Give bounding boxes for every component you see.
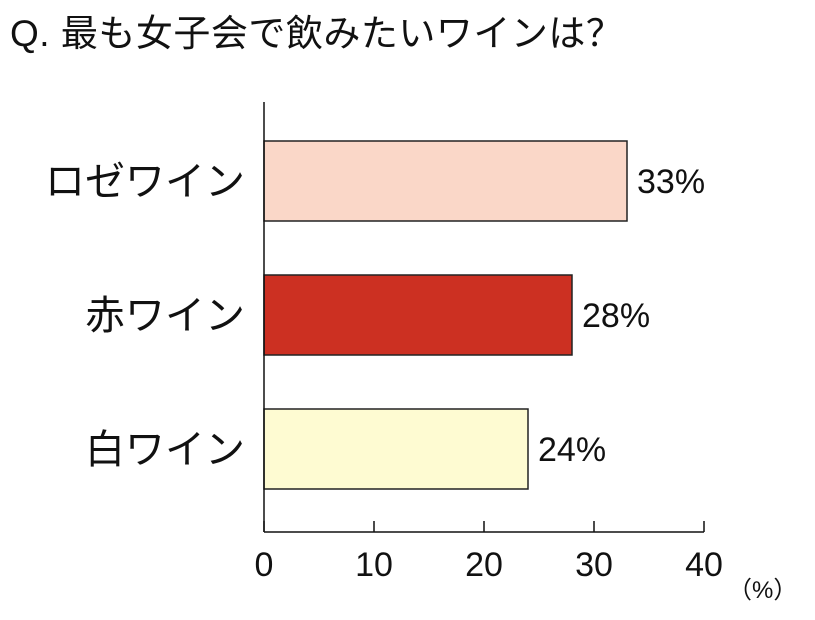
x-tick-label-20: 20: [465, 546, 503, 584]
value-label-2: 28%: [582, 297, 650, 335]
x-tick-label-10: 10: [355, 546, 393, 584]
category-label-1: ロゼワイン: [45, 160, 245, 204]
bar-1: [263, 140, 628, 222]
x-tick-label-0: 0: [255, 546, 274, 584]
labels-layer: ロゼワイン 33% 赤ワイン 28% 白ワイン 24% 0 10 20 30 40（%）: [45, 160, 797, 604]
bar-3: [263, 408, 529, 490]
value-label-3: 24%: [538, 431, 606, 469]
category-label-2: 赤ワイン: [85, 294, 245, 338]
x-axis: [263, 102, 705, 533]
bar-2: [263, 274, 573, 356]
x-tick-label-30: 30: [575, 546, 613, 584]
value-label-1: 33%: [637, 163, 705, 201]
x-tick-label-40: 40: [685, 546, 723, 584]
bars-layer: [263, 140, 628, 490]
chart-title: Q. 最も女子会で飲みたいワインは？: [10, 13, 624, 54]
x-unit-label: （%）: [728, 577, 797, 604]
category-label-3: 白ワイン: [85, 428, 245, 472]
